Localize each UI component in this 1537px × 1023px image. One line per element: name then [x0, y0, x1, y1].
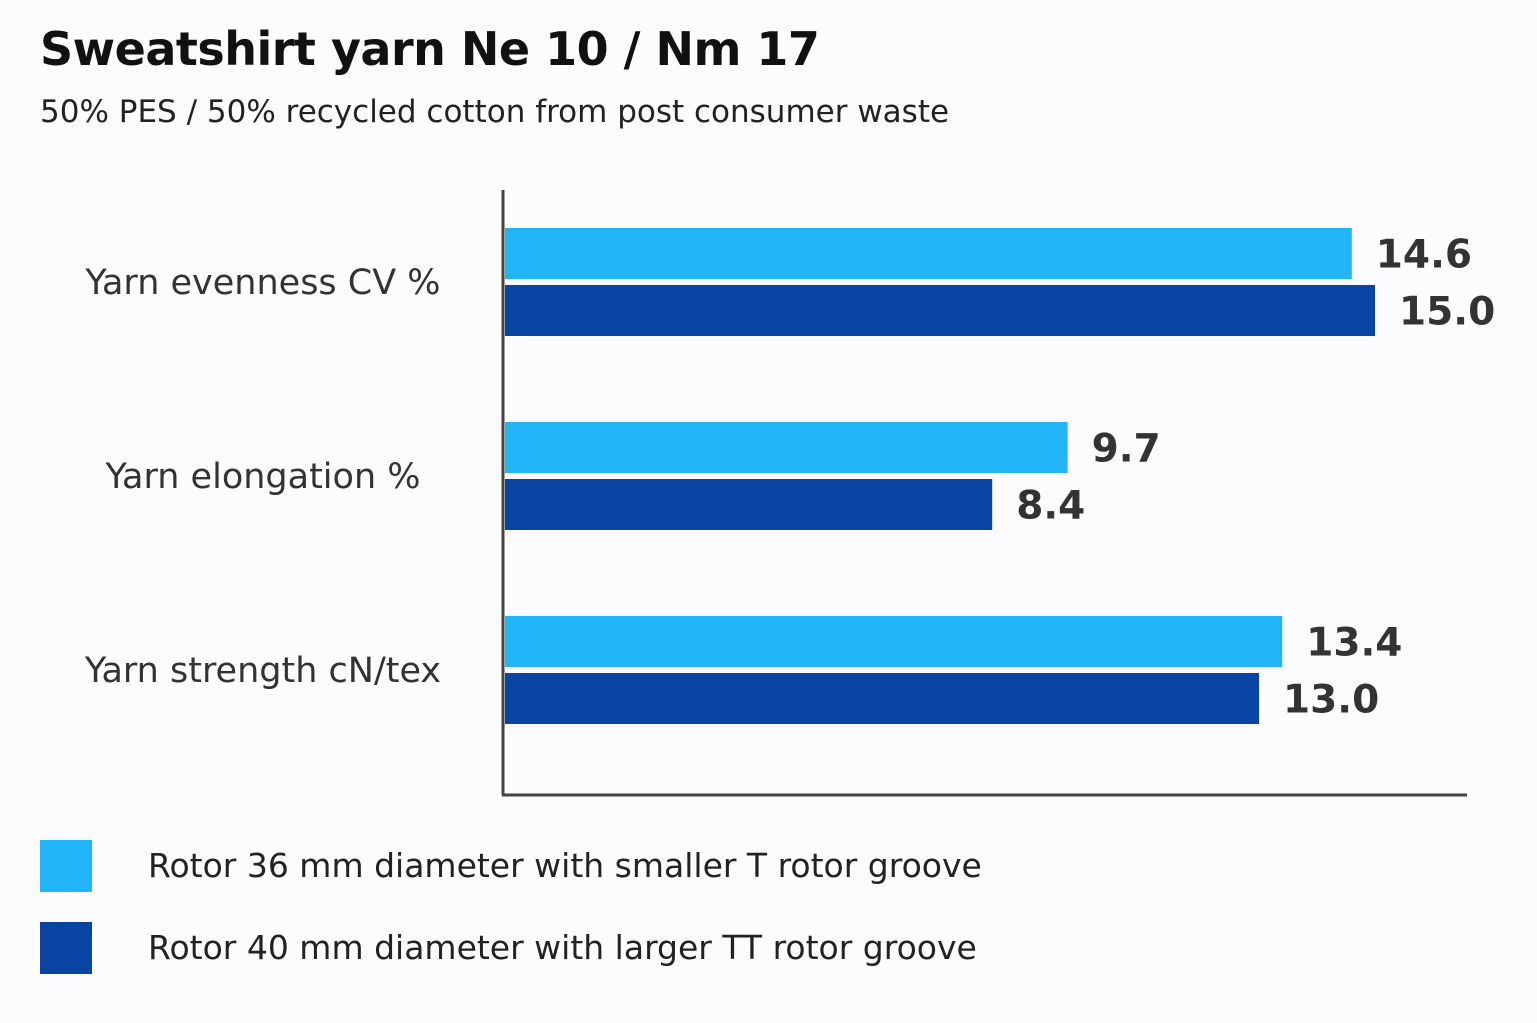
- chart-title: Sweatshirt yarn Ne 10 / Nm 17: [40, 22, 820, 76]
- bar-series-1: [505, 422, 1068, 473]
- data-label-series-1: 14.6: [1376, 233, 1472, 278]
- bar-series-1: [505, 228, 1352, 279]
- bar-chart: Yarn evenness CV % 14.6 15.0 Yarn elongatio…: [84, 190, 1495, 797]
- legend-label-series-1: Rotor 36 mm diameter with smaller T roto…: [148, 846, 982, 885]
- category-label: Yarn strength cN/tex: [84, 651, 441, 691]
- data-label-series-2: 8.4: [1016, 484, 1085, 529]
- bar-series-1: [505, 616, 1283, 667]
- data-label-series-1: 13.4: [1306, 621, 1402, 666]
- legend-label-series-2: Rotor 40 mm diameter with larger TT roto…: [148, 928, 977, 967]
- bar-series-2: [505, 285, 1375, 336]
- data-label-series-2: 15.0: [1399, 290, 1495, 335]
- data-label-series-1: 9.7: [1092, 427, 1161, 472]
- chart-subtitle: 50% PES / 50% recycled cotton from post …: [40, 94, 950, 130]
- legend-swatch-series-2: [40, 922, 92, 974]
- bar-series-2: [505, 673, 1259, 724]
- legend-swatch-series-1: [40, 840, 92, 892]
- bar-series-2: [505, 479, 993, 530]
- category-label: Yarn elongation %: [104, 457, 420, 497]
- data-label-series-2: 13.0: [1283, 678, 1379, 723]
- category-label: Yarn evenness CV %: [84, 263, 440, 303]
